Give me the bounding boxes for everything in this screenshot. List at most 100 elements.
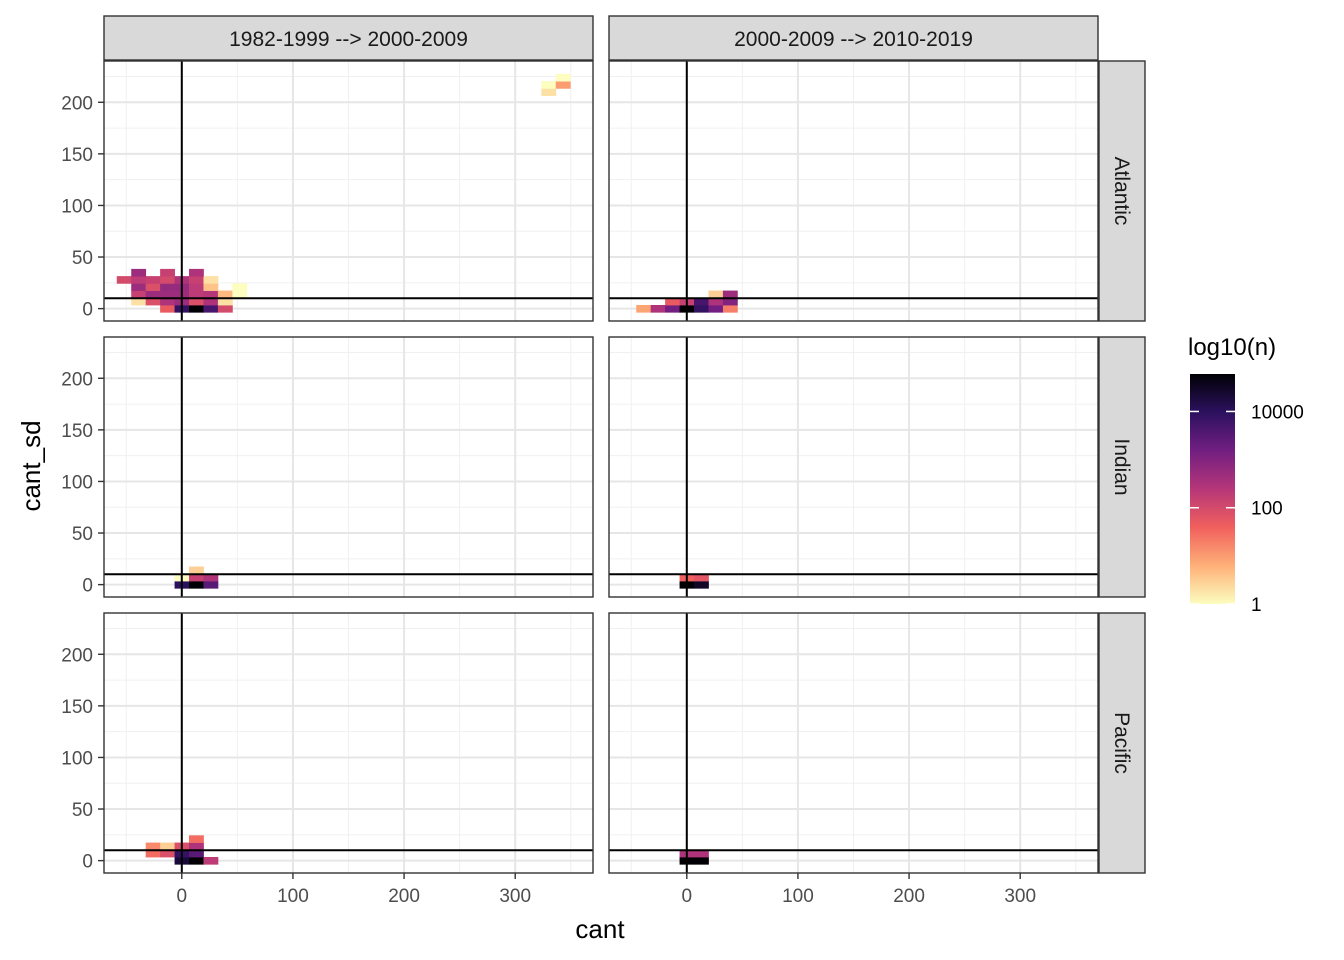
panel-indian-2 (608, 336, 1099, 598)
panel-pacific-2 (608, 612, 1099, 874)
panel-border (103, 336, 594, 598)
heatmap-cell (131, 283, 147, 291)
x-axis-title: cant (575, 914, 625, 944)
heatmap-cell (541, 81, 557, 89)
heatmap-cell (636, 305, 652, 313)
panel-border (103, 60, 594, 322)
heatmap-cell (189, 566, 204, 575)
heatmap-cell (189, 276, 204, 284)
heatmap-cell (189, 297, 204, 306)
heatmap-cell (160, 276, 175, 284)
y-tick-label: 50 (72, 800, 93, 821)
panel-atlantic-1 (103, 60, 594, 322)
column-strip (103, 15, 594, 61)
heatmap-cell (217, 297, 233, 306)
y-tick-label: 200 (61, 369, 93, 390)
panel-border (608, 60, 1099, 322)
legend-tick-label: 10000 (1251, 402, 1304, 423)
heatmap-cell (189, 268, 204, 277)
y-tick-label: 100 (61, 748, 93, 769)
heatmap-cell (131, 276, 147, 284)
heatmap-cell (665, 297, 680, 306)
panel-border (608, 336, 1099, 598)
heatmap-cell (131, 297, 147, 306)
heatmap-cell (203, 290, 219, 299)
heatmap-cell (694, 857, 709, 865)
color-legend: log10(n) 1 100 10000 (1188, 334, 1304, 616)
y-tick-label: 50 (72, 248, 93, 269)
y-tick-label: 100 (61, 472, 93, 493)
row-strip-label: Indian (1110, 438, 1133, 495)
heatmap-cell (145, 276, 161, 284)
heatmap-cell (694, 573, 709, 582)
heatmap-cell (203, 283, 219, 291)
panel-atlantic-2 (608, 60, 1099, 322)
facet-strips: 1982-1999 --> 2000-2009 2000-2009 --> 201… (103, 15, 1146, 874)
x-tick-label: 200 (893, 886, 925, 907)
heatmap-cell (203, 305, 219, 313)
row-strip-label: Pacific (1110, 712, 1133, 774)
heatmap-cell (189, 842, 204, 851)
heatmap-cell (722, 290, 738, 299)
x-tick-label: 300 (1004, 886, 1036, 907)
heatmap-cell (694, 297, 709, 306)
legend-title: log10(n) (1188, 334, 1276, 361)
heatmap-cell (555, 73, 571, 82)
heatmap-cell (116, 276, 132, 284)
x-tick-label: 200 (388, 886, 420, 907)
heatmap-cell (708, 297, 724, 306)
heatmap-cell (203, 297, 219, 306)
heatmap-cell (160, 297, 175, 306)
heatmap-cell (160, 305, 175, 313)
panel-border (608, 612, 1099, 874)
y-tick-label: 200 (61, 93, 93, 114)
heatmap-cell (203, 857, 219, 865)
heatmap-cell (541, 88, 557, 96)
heatmap-cell (131, 290, 147, 299)
x-tick-label: 100 (277, 886, 309, 907)
row-strip (1098, 60, 1146, 322)
heatmap-cell (160, 268, 175, 277)
y-tick-label: 150 (61, 697, 93, 718)
legend-tick-label: 100 (1251, 499, 1283, 520)
x-tick-label: 0 (682, 886, 693, 907)
heatmap-cell (217, 305, 233, 313)
heatmap-cell (232, 283, 248, 291)
heatmap-cell (722, 305, 738, 313)
heatmap-cell (189, 581, 204, 589)
y-tick-label: 50 (72, 524, 93, 545)
heatmap-cell (189, 835, 204, 843)
row-strip (1098, 336, 1146, 598)
heatmap-cell (189, 305, 204, 313)
y-axis-title: cant_sd (16, 420, 46, 511)
panel-indian-1 (103, 336, 594, 598)
heatmap-cell (189, 290, 204, 299)
heatmap-cell (189, 283, 204, 291)
column-strip-label: 1982-1999 --> 2000-2009 (229, 28, 468, 51)
heatmap-cell (665, 305, 680, 313)
heatmap-cell (145, 849, 161, 858)
heatmap-cell (694, 305, 709, 313)
panel-border (103, 612, 594, 874)
facet-panels (103, 60, 1099, 874)
heatmap-cell (145, 290, 161, 299)
x-tick-label: 100 (782, 886, 814, 907)
x-tick-label: 0 (177, 886, 188, 907)
heatmap-cell (203, 581, 219, 589)
heatmap-cell (189, 573, 204, 582)
heatmap-cell (232, 290, 248, 299)
y-tick-label: 0 (82, 852, 93, 873)
axes: 0 50 100 150 200 0 50 100 150 200 0 50 100 150 200 0 100… (61, 93, 1036, 907)
heatmap-cell (555, 81, 571, 89)
legend-tick-label: 1 (1251, 595, 1262, 616)
heatmap-cell (145, 283, 161, 291)
y-tick-label: 150 (61, 421, 93, 442)
column-strip (608, 15, 1099, 61)
y-tick-label: 0 (82, 576, 93, 597)
heatmap-cell (131, 268, 147, 277)
heatmap-cell (189, 849, 204, 858)
heatmap-cell (217, 290, 233, 299)
legend-colorbar (1190, 374, 1235, 604)
heatmap-cell (203, 276, 219, 284)
